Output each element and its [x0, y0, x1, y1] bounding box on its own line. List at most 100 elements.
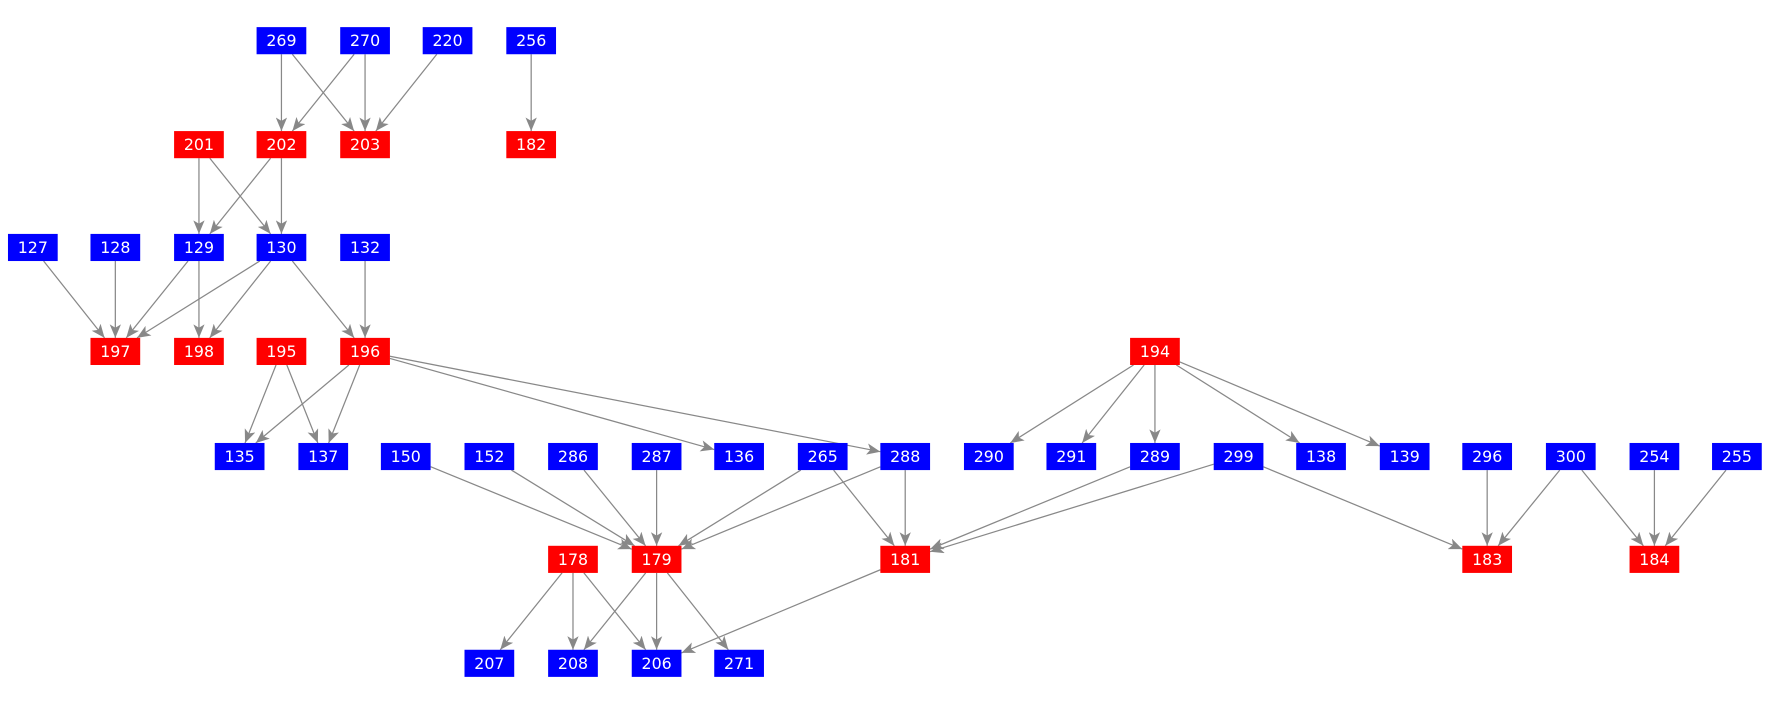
edge-arrow — [43, 260, 106, 339]
node-box — [714, 442, 764, 471]
edge-arrow — [328, 364, 361, 444]
edge-arrow — [291, 260, 355, 339]
node-label: 256 — [516, 31, 546, 50]
node-box — [1296, 442, 1346, 471]
node-box — [880, 545, 931, 573]
node-label: 195 — [266, 342, 296, 361]
node-box — [1213, 442, 1264, 471]
node-box — [340, 27, 390, 55]
edge-arrow — [1081, 364, 1145, 444]
edge-arrow — [1664, 469, 1727, 547]
edge-arrow — [136, 260, 261, 339]
node-box — [1130, 337, 1180, 365]
edge-arrow — [1497, 469, 1561, 547]
node-label: 287 — [642, 447, 672, 466]
node-label: 127 — [18, 238, 48, 257]
edge-arrow — [244, 364, 277, 444]
node-label: 139 — [1390, 447, 1420, 466]
edge-arrow — [929, 466, 1131, 550]
node-label: 220 — [432, 31, 462, 50]
node-label: 136 — [724, 447, 754, 466]
node-label: 196 — [350, 342, 380, 361]
node-box — [340, 131, 390, 159]
node-box — [1379, 442, 1430, 471]
node-label: 299 — [1223, 447, 1253, 466]
node-label: 197 — [100, 342, 130, 361]
node-box — [631, 545, 682, 573]
node-box — [464, 649, 515, 677]
edges — [43, 53, 1727, 654]
node-box — [797, 442, 848, 471]
node-box — [506, 27, 557, 55]
node-box — [256, 131, 307, 159]
node-box — [506, 131, 557, 159]
node-box — [340, 233, 390, 262]
node-label: 255 — [1722, 447, 1752, 466]
node-box — [90, 233, 141, 262]
node-label: 129 — [184, 238, 214, 257]
node-box — [1462, 545, 1513, 573]
node-label: 203 — [350, 135, 380, 154]
node-label: 178 — [558, 550, 588, 569]
node-label: 289 — [1140, 447, 1170, 466]
node-box — [464, 442, 515, 471]
node-box — [631, 442, 682, 471]
node-box — [1130, 442, 1180, 471]
edge-arrow — [209, 260, 272, 339]
node-label: 270 — [350, 31, 380, 50]
node-box — [548, 545, 598, 573]
edge-arrow — [1179, 361, 1381, 447]
node-label: 207 — [474, 654, 504, 673]
edge-arrow — [430, 466, 632, 550]
node-box — [631, 649, 682, 677]
node-label: 135 — [225, 447, 255, 466]
node-label: 271 — [724, 654, 754, 673]
node-label: 300 — [1556, 447, 1586, 466]
node-label: 288 — [890, 447, 920, 466]
node-box — [963, 442, 1014, 471]
node-box — [422, 27, 473, 55]
edge-arrow — [1176, 364, 1300, 444]
node-box — [174, 131, 224, 159]
node-label: 152 — [474, 447, 504, 466]
node-label: 206 — [642, 654, 672, 673]
node-label: 202 — [266, 135, 296, 154]
edge-arrow — [678, 469, 802, 547]
node-box — [214, 442, 265, 471]
edge-arrow — [929, 463, 1214, 554]
edge-arrow — [833, 469, 895, 547]
edge-arrow — [583, 572, 647, 651]
edge-arrow — [255, 364, 350, 444]
node-box — [1629, 442, 1680, 471]
edge-arrow — [389, 355, 881, 455]
edge-arrow — [389, 357, 715, 452]
node-label: 265 — [808, 447, 838, 466]
node-label: 208 — [558, 654, 588, 673]
node-box — [7, 233, 58, 262]
node-box — [174, 337, 224, 365]
node-label: 291 — [1056, 447, 1086, 466]
edge-arrow — [375, 53, 438, 132]
node-label: 184 — [1639, 550, 1669, 569]
edge-arrow — [1581, 469, 1644, 547]
edge-arrow — [499, 572, 563, 651]
node-box — [380, 442, 431, 471]
edge-arrow — [681, 466, 881, 550]
node-label: 182 — [516, 135, 546, 154]
node-box — [90, 337, 141, 365]
edge-arrow — [209, 157, 272, 235]
node-label: 179 — [642, 550, 672, 569]
node-box — [298, 442, 349, 471]
node-label: 132 — [350, 238, 380, 257]
node-box — [880, 442, 931, 471]
nodes: 269 270 220 256 201 202 203 182 127 128 129 130 132 1… — [7, 27, 1762, 677]
edge-arrow — [681, 569, 881, 654]
node-label: 290 — [974, 447, 1004, 466]
node-box — [1046, 442, 1097, 471]
node-label: 254 — [1639, 447, 1669, 466]
node-box — [256, 27, 307, 55]
node-label: 286 — [558, 447, 588, 466]
node-label: 150 — [391, 447, 421, 466]
